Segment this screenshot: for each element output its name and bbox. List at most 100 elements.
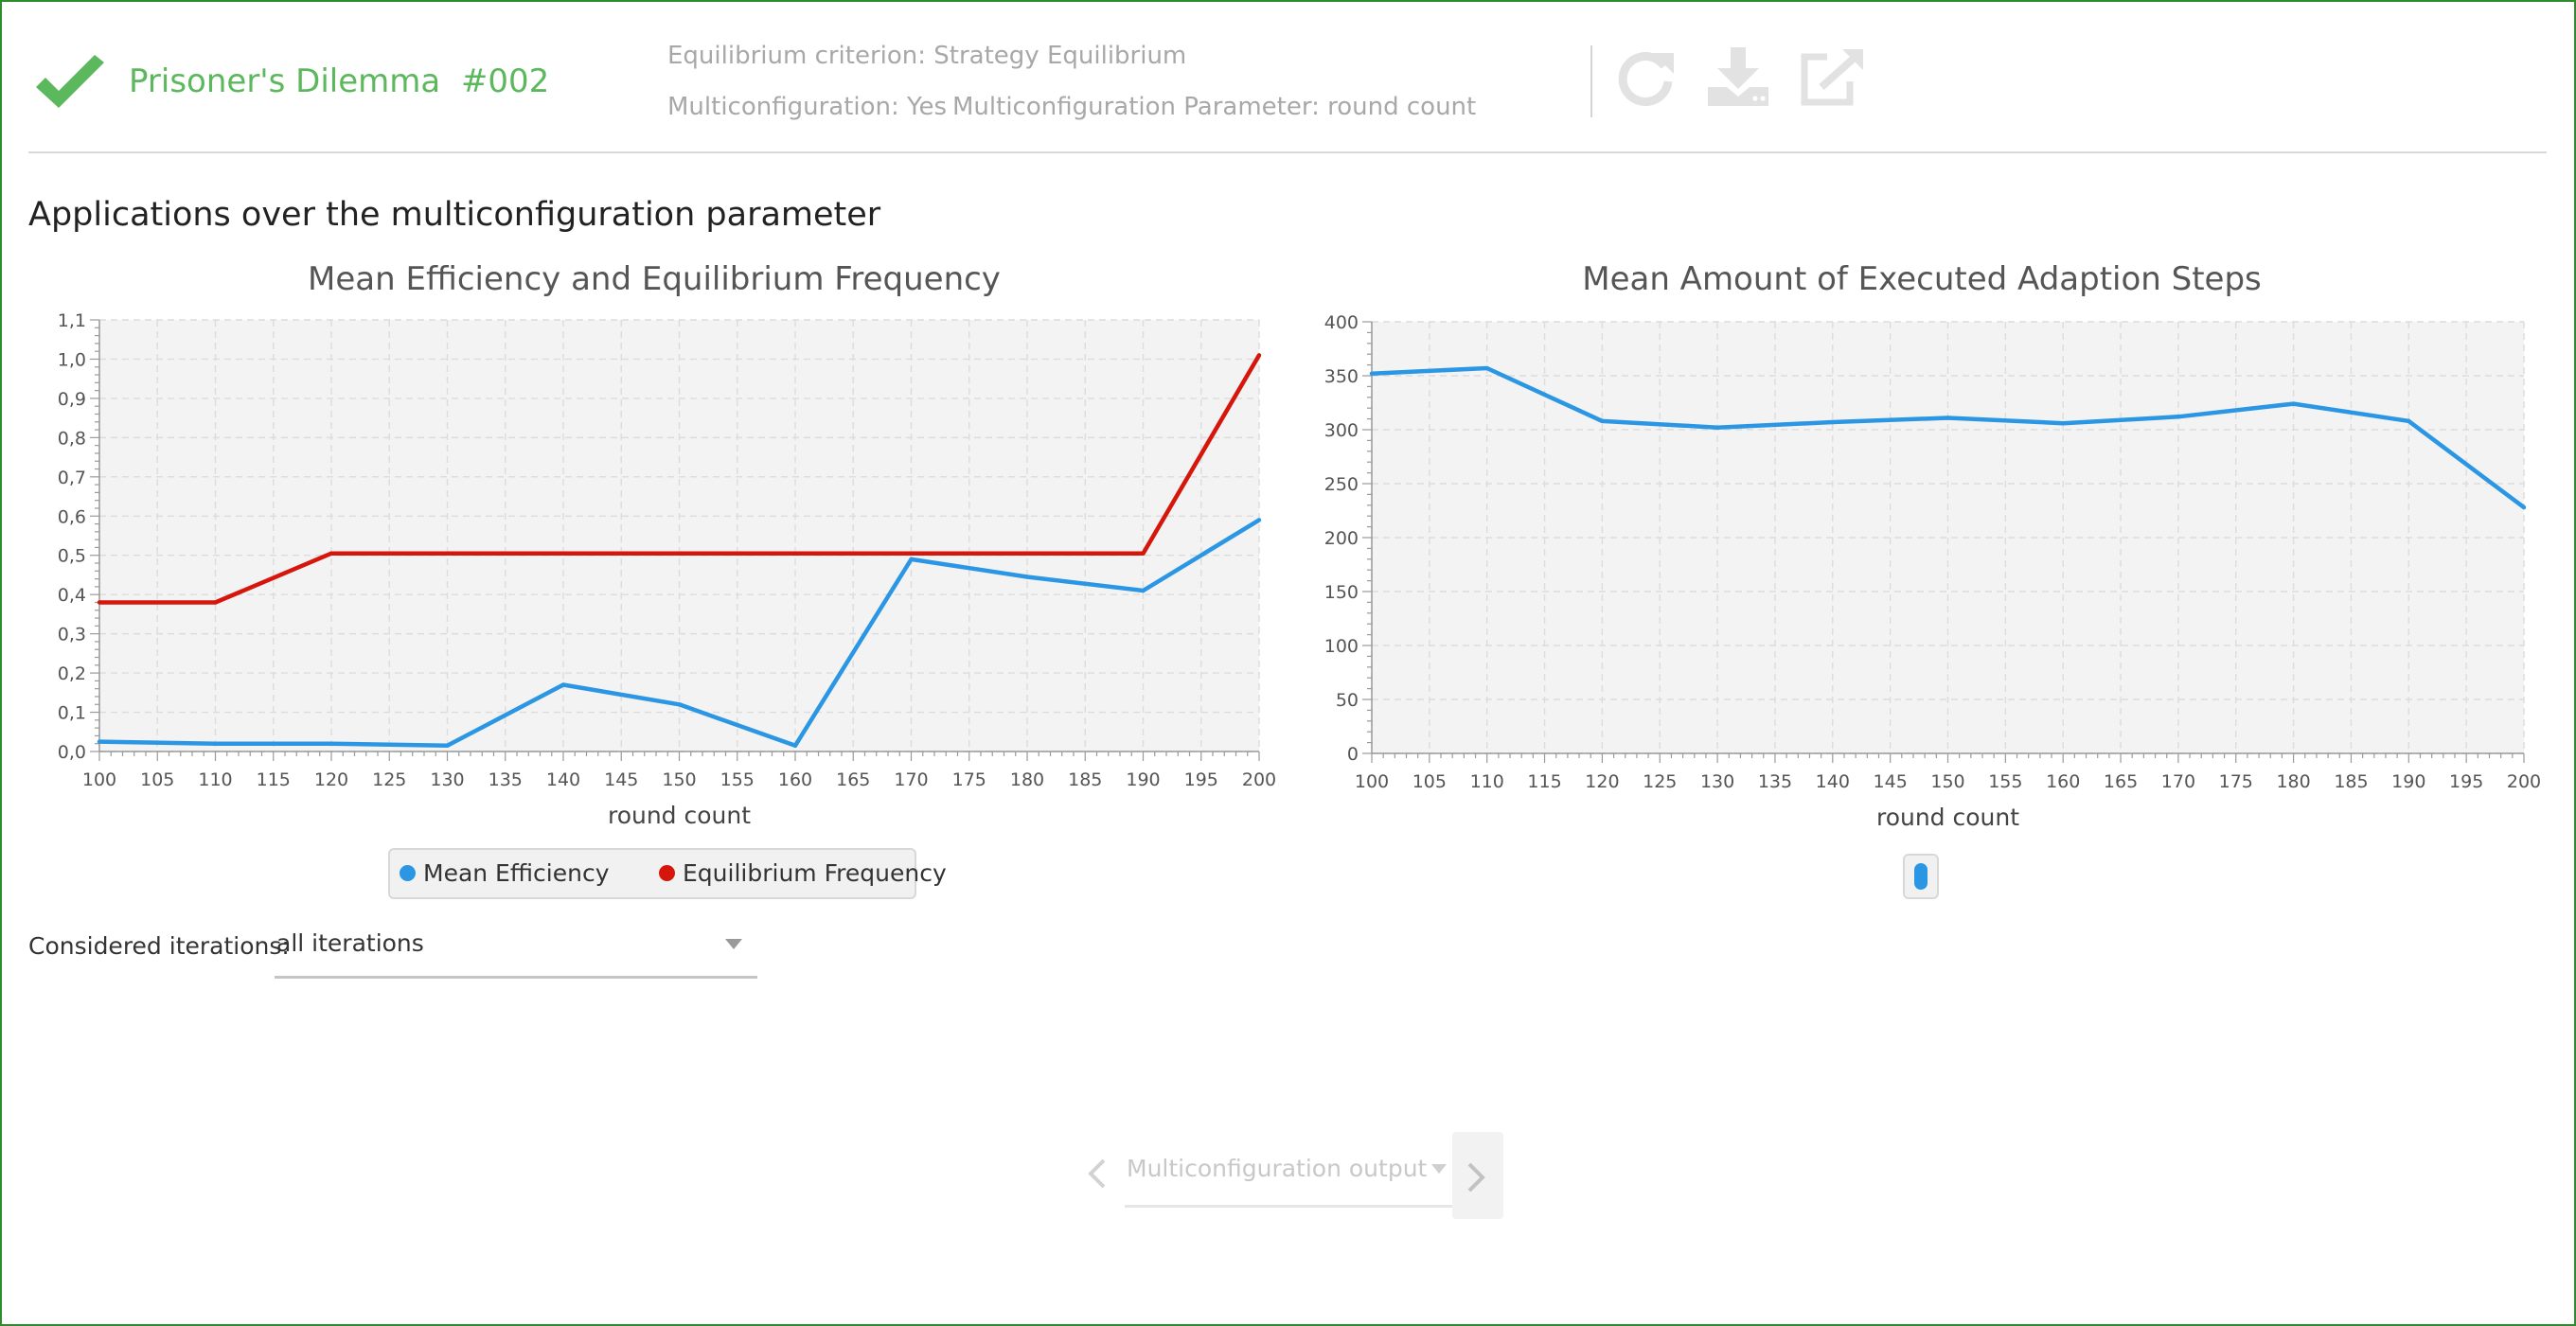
- data-point: [560, 682, 566, 687]
- x-tick-label: 190: [2391, 771, 2425, 792]
- x-tick-label: 135: [489, 769, 523, 790]
- data-point: [677, 702, 682, 707]
- multiconfiguration-parameter: Multiconfiguration Parameter: round coun…: [952, 93, 1477, 121]
- y-tick-label: 0,5: [58, 546, 86, 567]
- x-tick-label: 125: [1643, 771, 1677, 792]
- data-point: [2176, 415, 2181, 419]
- x-tick-label: 170: [894, 769, 928, 790]
- data-point: [97, 739, 102, 744]
- adaption-chart-title: Mean Amount of Executed Adaption Steps: [1582, 260, 2262, 298]
- iterations-label: Considered iterations:: [28, 932, 290, 960]
- data-point: [1141, 551, 1146, 556]
- legend-item-equilibrium-frequency: Equilibrium Frequency: [659, 859, 947, 887]
- section-title: Applications over the multiconfiguration…: [28, 196, 881, 234]
- y-tick-label: 100: [1324, 636, 1359, 657]
- data-point: [1484, 365, 1489, 371]
- efficiency-chart-title: Mean Efficiency and Equilibrium Frequenc…: [308, 260, 1001, 298]
- x-tick-label: 130: [430, 769, 464, 790]
- adaption-chart-legend: [1903, 854, 1939, 899]
- y-tick-label: 0,4: [58, 585, 86, 606]
- data-point: [792, 743, 798, 748]
- toolbar-divider: [1590, 45, 1592, 117]
- refresh-icon[interactable]: [1615, 45, 1678, 108]
- x-tick-label: 160: [2046, 771, 2080, 792]
- iterations-select[interactable]: all iterations: [275, 926, 757, 979]
- x-tick-label: 145: [1874, 771, 1908, 792]
- y-tick-label: 0,1: [58, 703, 86, 724]
- x-tick-label: 170: [2161, 771, 2195, 792]
- x-tick-label: 180: [1010, 769, 1044, 790]
- y-tick-label: 50: [1336, 690, 1359, 711]
- data-point: [909, 551, 914, 556]
- download-icon[interactable]: [1706, 45, 1770, 108]
- y-tick-label: 0,6: [58, 506, 86, 527]
- data-point: [2521, 504, 2527, 510]
- chevron-left-icon[interactable]: [1085, 1157, 1108, 1191]
- x-axis-title: round count: [1876, 804, 2019, 831]
- output-select[interactable]: Multiconfiguration output: [1125, 1138, 1452, 1208]
- legend-label: Mean Efficiency: [423, 859, 610, 887]
- x-tick-label: 175: [2219, 771, 2253, 792]
- x-tick-label: 165: [2104, 771, 2138, 792]
- next-output-button[interactable]: [1452, 1132, 1503, 1219]
- y-tick-label: 150: [1324, 582, 1359, 603]
- legend-item-mean-efficiency: Mean Efficiency: [400, 859, 609, 887]
- x-tick-label: 165: [836, 769, 870, 790]
- x-tick-label: 175: [952, 769, 986, 790]
- data-point: [677, 551, 682, 556]
- y-tick-label: 1,1: [58, 310, 86, 331]
- data-point: [1141, 588, 1146, 593]
- header: Prisoner's Dilemma #002 Equilibrium crit…: [28, 28, 2547, 153]
- data-point: [909, 557, 914, 562]
- run-id: #002: [460, 62, 550, 100]
- checkmark-icon: [36, 55, 104, 108]
- data-point: [329, 551, 334, 556]
- equilibrium-criterion: Equilibrium criterion: Strategy Equilibr…: [667, 42, 1187, 70]
- x-tick-label: 130: [1700, 771, 1734, 792]
- legend-label: Equilibrium Frequency: [683, 859, 947, 887]
- x-tick-label: 140: [546, 769, 580, 790]
- y-tick-label: 1,0: [58, 349, 86, 370]
- x-tick-label: 180: [2276, 771, 2310, 792]
- y-tick-label: 0,9: [58, 389, 86, 410]
- x-tick-label: 160: [778, 769, 812, 790]
- x-tick-label: 105: [140, 769, 174, 790]
- x-tick-label: 140: [1816, 771, 1850, 792]
- data-point: [1256, 518, 1262, 522]
- x-tick-label: 125: [372, 769, 406, 790]
- x-tick-label: 110: [1470, 771, 1504, 792]
- data-point: [1714, 425, 1720, 430]
- legend-dot-icon: [400, 865, 416, 881]
- x-tick-label: 155: [720, 769, 755, 790]
- data-point: [213, 741, 218, 746]
- x-tick-label: 120: [1585, 771, 1619, 792]
- x-tick-label: 200: [2507, 771, 2541, 792]
- x-tick-label: 195: [1184, 769, 1218, 790]
- data-point: [213, 600, 218, 605]
- app-title: Prisoner's Dilemma #002: [129, 62, 549, 100]
- data-point: [2061, 420, 2066, 426]
- data-point: [1369, 371, 1375, 376]
- x-tick-label: 150: [662, 769, 696, 790]
- x-tick-label: 100: [1355, 771, 1389, 792]
- y-tick-label: 0,7: [58, 468, 86, 488]
- data-point: [1600, 418, 1605, 424]
- multiconfiguration-flag: Multiconfiguration: Yes: [667, 93, 948, 121]
- x-axis-title: round count: [608, 802, 751, 829]
- data-point: [329, 741, 334, 746]
- efficiency-chart-legend: Mean Efficiency Equilibrium Frequency: [388, 848, 947, 899]
- x-tick-label: 110: [198, 769, 232, 790]
- x-tick-label: 155: [1988, 771, 2022, 792]
- y-tick-label: 0: [1347, 744, 1359, 765]
- y-tick-label: 0,0: [58, 742, 86, 763]
- x-tick-label: 105: [1412, 771, 1447, 792]
- output-selected-value: Multiconfiguration output: [1127, 1155, 1428, 1182]
- y-tick-label: 350: [1324, 366, 1359, 387]
- export-icon[interactable]: [1799, 45, 1867, 108]
- x-tick-label: 195: [2449, 771, 2483, 792]
- x-tick-label: 185: [2334, 771, 2368, 792]
- data-point: [1945, 415, 1950, 420]
- chevron-down-icon: [1431, 1164, 1447, 1174]
- y-tick-label: 300: [1324, 420, 1359, 441]
